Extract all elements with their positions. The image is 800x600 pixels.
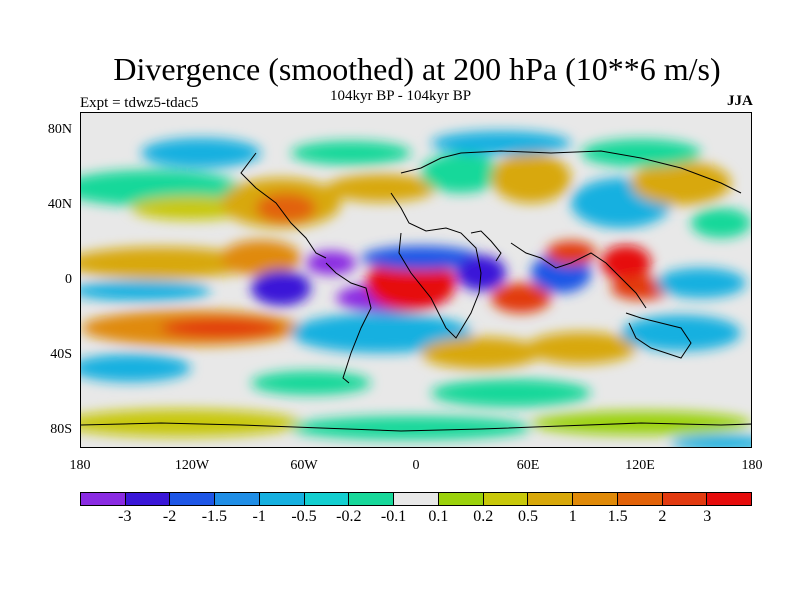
- x-tick-label: 180: [741, 458, 763, 473]
- map-canvas: [81, 113, 751, 447]
- colorbar-swatch: [573, 493, 618, 505]
- map-title: Divergence (smoothed) at 200 hPa (10**6 …: [113, 51, 721, 87]
- experiment-label: Expt = tdwz5-tdac5: [80, 95, 199, 111]
- colorbar-swatch: [81, 493, 126, 505]
- x-tick-label: 120W: [174, 458, 210, 473]
- colorbar-swatch: [170, 493, 216, 505]
- colorbar-label: -1.5: [201, 508, 228, 525]
- colorbar-swatch: [617, 493, 663, 505]
- colorbar-label: 0.2: [473, 508, 494, 525]
- colorbar-label: -1: [252, 508, 266, 525]
- x-tick-label: 180: [69, 458, 91, 473]
- colorbar-label: 1.5: [607, 508, 628, 525]
- colorbar-swatch: [125, 493, 171, 505]
- coastlines: [81, 150, 751, 432]
- y-tick-label: 0: [65, 272, 72, 287]
- season-label: JJA: [727, 93, 753, 109]
- colorbar-label: 1: [568, 508, 577, 525]
- colorbar-label: -0.2: [336, 508, 362, 525]
- colorbar-swatch: [304, 493, 350, 505]
- divergence-map: [80, 112, 752, 448]
- map-subtitle: 104kyr BP - 104kyr BP: [330, 88, 472, 104]
- colorbar-swatch: [394, 493, 439, 505]
- x-tick-label: 60W: [290, 458, 318, 473]
- x-tick-label: 120E: [625, 458, 655, 473]
- colorbar-swatch: [483, 493, 529, 505]
- y-tick-label: 40S: [50, 347, 72, 362]
- colorbar-label: -3: [118, 508, 132, 525]
- colorbar-label: -2: [162, 508, 177, 525]
- colorbar-label: 0.5: [518, 508, 538, 525]
- x-tick-label: 0: [412, 458, 420, 473]
- colorbar-swatch: [438, 493, 484, 505]
- colorbar-label: -0.5: [291, 508, 317, 525]
- colorbar-swatch: [528, 493, 574, 505]
- divergence-field: [81, 131, 751, 447]
- colorbar-label: -0.1: [380, 508, 407, 525]
- colorbar-label: 0.1: [428, 508, 449, 525]
- x-tick-label: 60E: [516, 458, 540, 473]
- colorbar-swatch: [662, 493, 708, 505]
- colorbar-label: 3: [703, 508, 712, 525]
- y-tick-label: 40N: [47, 197, 72, 212]
- colorbar: [80, 492, 752, 506]
- colorbar-swatch: [259, 493, 305, 505]
- colorbar-swatch: [707, 493, 752, 505]
- y-tick-label: 80N: [47, 122, 72, 137]
- y-tick-label: 80S: [50, 422, 72, 437]
- colorbar-label: 2: [658, 508, 667, 525]
- colorbar-swatch: [215, 493, 260, 505]
- colorbar-swatch: [349, 493, 395, 505]
